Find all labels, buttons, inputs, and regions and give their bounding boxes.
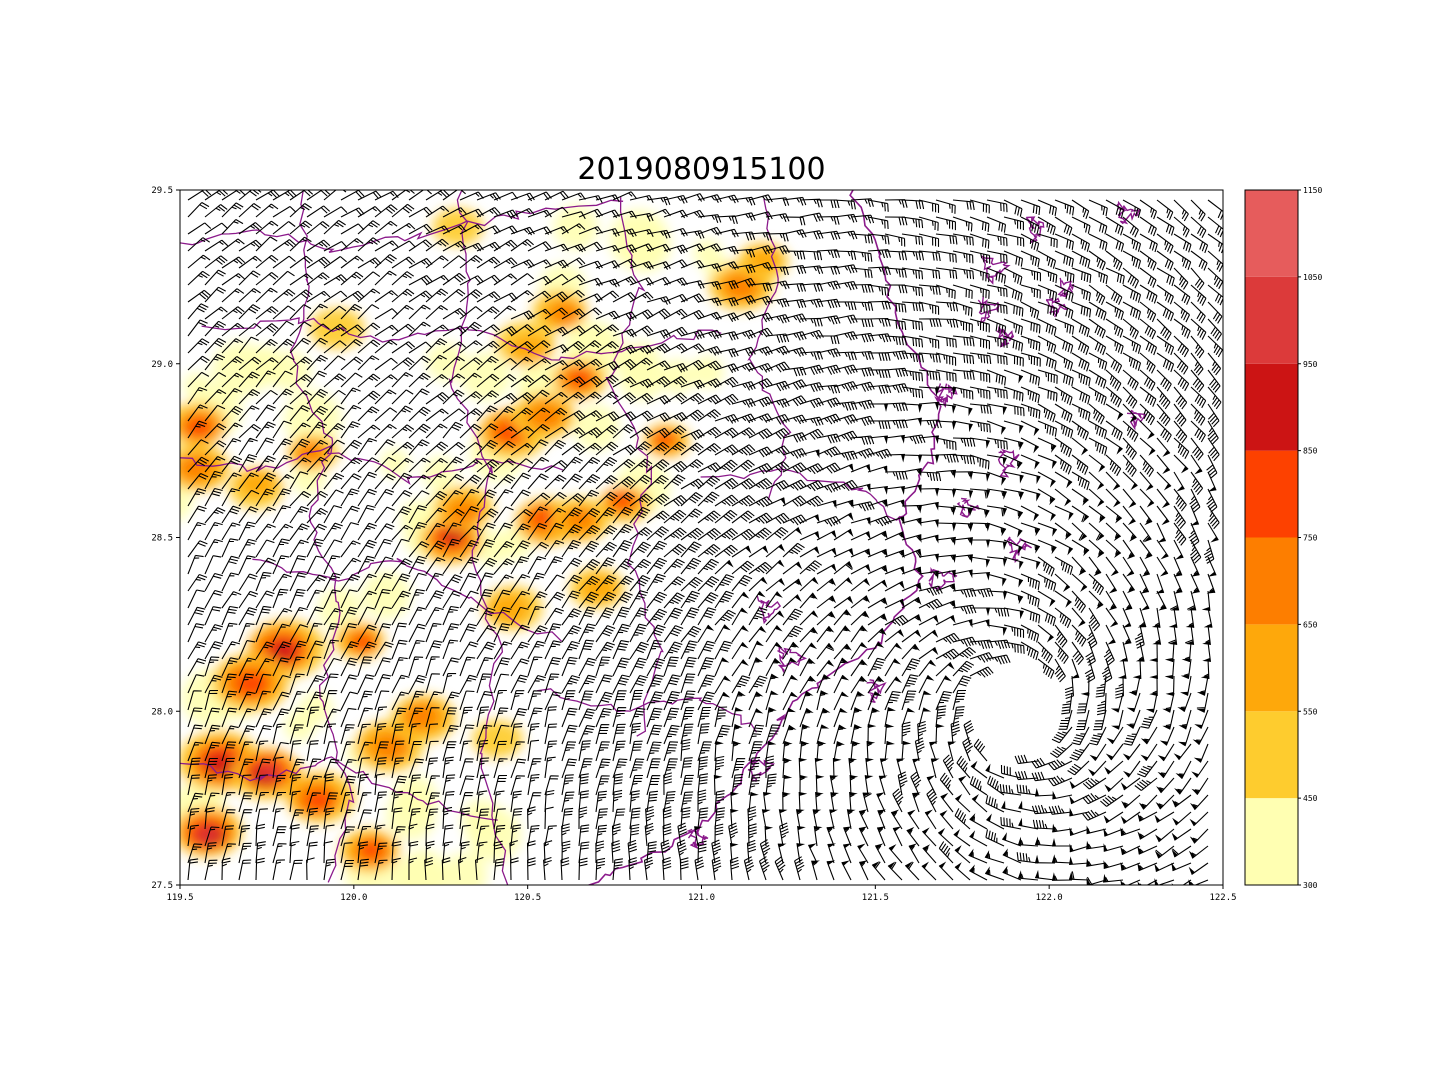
colorbar-label: 450 bbox=[1303, 794, 1318, 803]
x-tick-label: 120.0 bbox=[340, 893, 367, 903]
x-tick-label: 121.0 bbox=[688, 893, 715, 903]
x-tick-label: 120.5 bbox=[514, 893, 541, 903]
y-tick-label: 27.5 bbox=[151, 881, 173, 891]
colorbar-label: 650 bbox=[1303, 620, 1318, 629]
colorbar-label: 750 bbox=[1303, 534, 1318, 543]
colorbar-label: 300 bbox=[1303, 881, 1318, 890]
plot-area bbox=[151, 186, 1224, 911]
colorbar-label: 1150 bbox=[1303, 186, 1322, 195]
x-tick-label: 122.5 bbox=[1209, 893, 1236, 903]
colorbar-segment bbox=[1245, 798, 1298, 885]
colorbar: 300 450 550 650 750 850 950 1050 1150 bbox=[1245, 186, 1322, 890]
colorbar-segment bbox=[1245, 538, 1298, 625]
colorbar-segment bbox=[1245, 711, 1298, 798]
colorbar-label: 1050 bbox=[1303, 273, 1322, 282]
colorbar-label: 950 bbox=[1303, 360, 1318, 369]
y-tick-label: 29.5 bbox=[151, 186, 173, 196]
colorbar-label: 550 bbox=[1303, 707, 1318, 716]
colorbar-segment bbox=[1245, 190, 1298, 277]
colorbar-segment bbox=[1245, 364, 1298, 451]
colorbar-segment bbox=[1245, 624, 1298, 711]
colorbar-segment bbox=[1245, 451, 1298, 538]
y-axis-ticks: 27.5 28.0 28.5 29.0 29.5 bbox=[151, 186, 180, 891]
colorbar-segment bbox=[1245, 277, 1298, 364]
y-tick-label: 28.0 bbox=[151, 707, 173, 717]
x-tick-label: 121.5 bbox=[862, 893, 889, 903]
y-tick-label: 29.0 bbox=[151, 360, 173, 370]
y-tick-label: 28.5 bbox=[151, 534, 173, 544]
colorbar-label: 850 bbox=[1303, 447, 1318, 456]
x-tick-label: 119.5 bbox=[166, 893, 193, 903]
x-axis-ticks: 119.5 120.0 120.5 121.0 121.5 122.0 122.5 bbox=[166, 885, 1236, 903]
x-tick-label: 122.0 bbox=[1036, 893, 1063, 903]
